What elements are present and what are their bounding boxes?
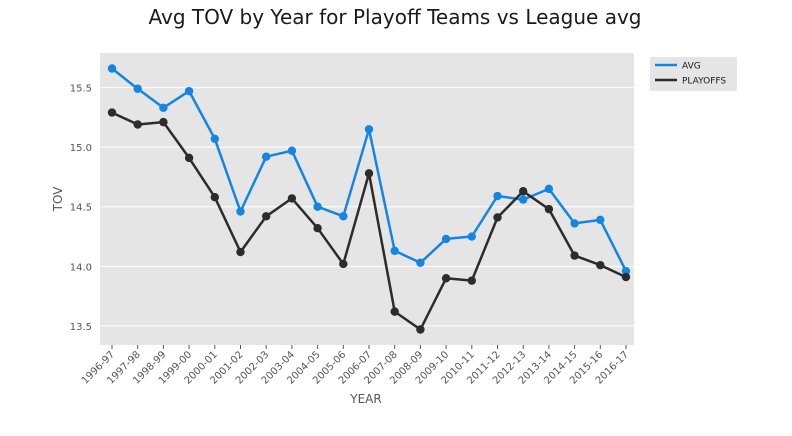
data-point-playoffs (133, 120, 142, 129)
data-point-playoffs (621, 272, 631, 282)
data-point-avg (262, 152, 271, 161)
data-point-avg (596, 215, 605, 225)
chart-title: Avg TOV by Year for Playoff Teams vs Lea… (149, 5, 642, 29)
data-point-avg (519, 195, 528, 204)
data-point-avg (364, 125, 374, 134)
data-point-playoffs (441, 274, 451, 283)
legend-label: PLAYOFFS (682, 77, 726, 87)
data-point-playoffs (236, 247, 245, 257)
plot-background (100, 53, 634, 345)
data-point-avg (184, 86, 194, 96)
data-point-playoffs (596, 260, 605, 270)
data-point-playoffs (364, 169, 374, 178)
data-point-avg (390, 246, 399, 256)
data-point-playoffs (262, 212, 271, 221)
data-point-avg (416, 258, 425, 267)
y-tick-label: 15.5 (70, 84, 92, 95)
data-point-playoffs (493, 213, 502, 222)
data-point-avg (210, 134, 219, 144)
data-point-playoffs (210, 193, 219, 202)
data-point-playoffs (339, 259, 348, 269)
data-point-playoffs (519, 187, 528, 196)
data-point-playoffs (184, 153, 194, 163)
data-point-playoffs (416, 325, 425, 334)
legend-label: AVG (682, 62, 701, 72)
data-point-avg (107, 64, 117, 73)
y-tick-label: 15.0 (70, 143, 92, 154)
x-axis-label: YEAR (349, 392, 381, 406)
data-point-playoffs (313, 224, 322, 233)
data-point-avg (544, 184, 554, 194)
y-axis-label: TOV (51, 186, 65, 213)
data-point-avg (133, 84, 142, 93)
data-point-avg (441, 234, 451, 244)
data-point-avg (493, 191, 502, 201)
data-point-avg (467, 232, 476, 241)
data-point-avg (313, 202, 322, 211)
legend: AVG PLAYOFFS (650, 57, 737, 91)
data-point-avg (339, 212, 348, 221)
data-point-playoffs (107, 108, 117, 117)
data-point-playoffs (390, 307, 399, 316)
data-point-avg (159, 103, 168, 113)
y-tick-label: 13.5 (70, 322, 92, 333)
data-point-playoffs (159, 117, 168, 127)
y-tick-label: 14.0 (70, 262, 92, 273)
y-tick-label: 14.5 (70, 203, 92, 214)
series-avg (107, 64, 631, 276)
data-point-playoffs (570, 251, 579, 260)
data-point-avg (570, 219, 579, 228)
series-playoffs (107, 108, 631, 334)
data-point-avg (287, 146, 297, 155)
data-point-playoffs (467, 276, 476, 285)
data-point-avg (236, 207, 245, 216)
data-point-avg (621, 266, 631, 276)
data-point-playoffs (287, 194, 297, 203)
data-point-playoffs (544, 204, 554, 214)
series-layer (107, 64, 631, 334)
